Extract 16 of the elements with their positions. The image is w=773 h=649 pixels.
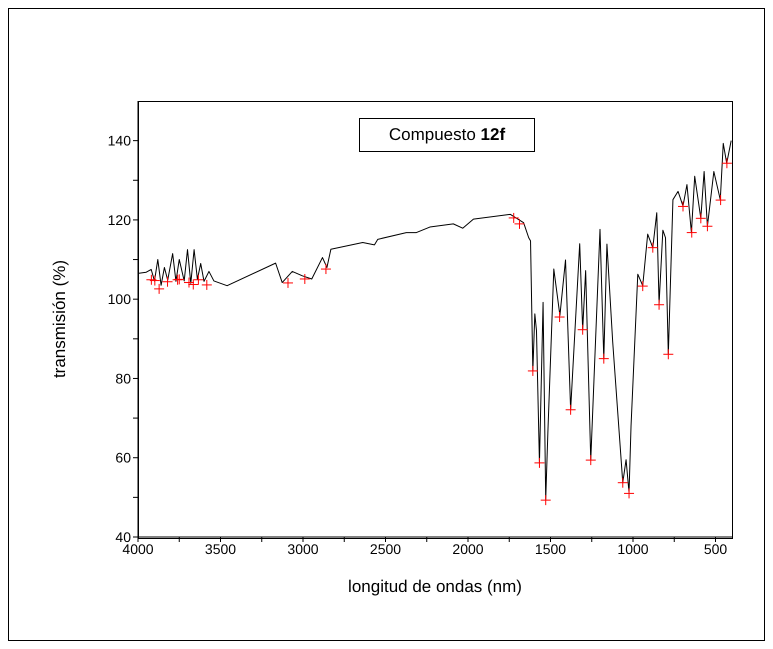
y-tick-label: 120 — [108, 212, 132, 228]
x-tick-label: 2000 — [452, 540, 484, 557]
y-tick-label: 80 — [115, 370, 132, 386]
y-axis-title: transmisión (%) — [50, 260, 70, 378]
x-tick-label: 500 — [704, 540, 728, 557]
y-tick-label: 40 — [115, 528, 132, 545]
x-tick-label: 3000 — [287, 540, 319, 557]
y-tick-label: 140 — [108, 132, 132, 149]
x-tick-label: 1000 — [617, 540, 649, 557]
x-tick-label: 1500 — [534, 540, 566, 557]
y-tick-label: 60 — [115, 450, 132, 466]
y-tick-label: 100 — [108, 291, 132, 308]
x-axis-title: longitud de ondas (nm) — [348, 577, 522, 596]
x-tick-label: 3500 — [204, 540, 236, 557]
x-tick-label: 2500 — [370, 540, 402, 557]
text: Compuesto 12f — [388, 125, 506, 145]
